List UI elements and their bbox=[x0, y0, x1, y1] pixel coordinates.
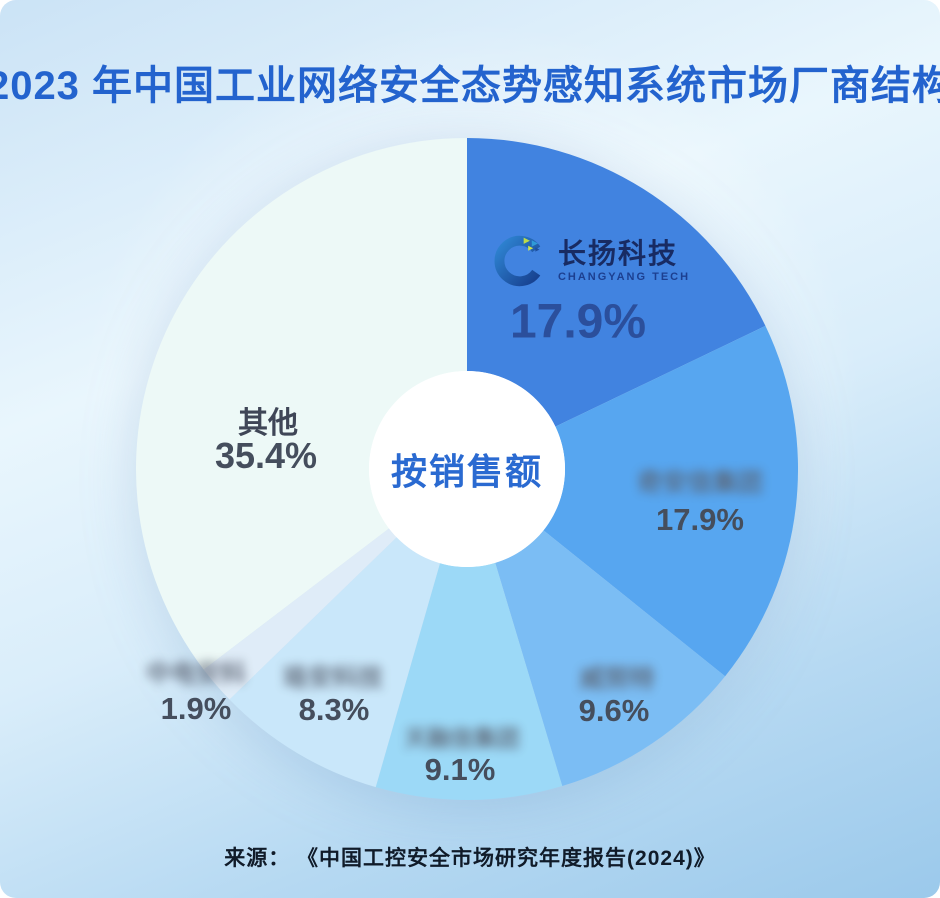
changyang-logo-text: 长扬科技 CHANGYANG TECH bbox=[557, 237, 691, 283]
vendor-label: 长扬科技 bbox=[557, 237, 678, 269]
slice-2-pct: 9.6% bbox=[578, 693, 650, 728]
pie-slice-3 bbox=[375, 469, 563, 800]
slice-5-vendor-blurred: 中电安科 bbox=[145, 660, 247, 688]
pie-slice-0 bbox=[467, 138, 766, 469]
slice-3-vendor-blurred: 天融信集团 bbox=[404, 725, 520, 751]
pie-slice-6 bbox=[136, 138, 467, 670]
slice-3-pct: 9.1% bbox=[424, 752, 496, 787]
pie-slice-4 bbox=[229, 469, 467, 788]
vendor-label-en: CHANGYANG TECH bbox=[557, 270, 691, 283]
donut-center-label: 按销售额 bbox=[390, 451, 543, 492]
source-note: 来源： 《中国工控安全市场研究年度报告(2024)》 bbox=[224, 847, 716, 870]
slice-6-pct: 35.4% bbox=[214, 435, 318, 476]
slice-0-pct: 17.9% bbox=[509, 295, 647, 349]
page-title: 2023 年中国工业网络安全态势感知系统市场厂商结构 bbox=[0, 64, 940, 108]
slice-6-label: 其他 bbox=[238, 407, 298, 440]
slice-1-vendor-blurred: 奇安信集团 bbox=[637, 469, 763, 497]
changyang-logo: 长扬科技 CHANGYANG TECH bbox=[494, 234, 690, 288]
changyang-logo-icon bbox=[494, 235, 541, 287]
pie-slice-1 bbox=[467, 325, 798, 677]
donut-center: 按销售额 bbox=[369, 371, 565, 567]
slice-4-pct: 8.3% bbox=[298, 692, 370, 727]
slice-5-pct: 1.9% bbox=[160, 691, 232, 726]
slice-4-vendor-blurred: 珞安科技 bbox=[282, 664, 384, 692]
slice-2-vendor-blurred: 威努特 bbox=[579, 665, 655, 693]
pie-slice-2 bbox=[467, 469, 726, 786]
slice-1-pct: 17.9% bbox=[656, 502, 744, 537]
